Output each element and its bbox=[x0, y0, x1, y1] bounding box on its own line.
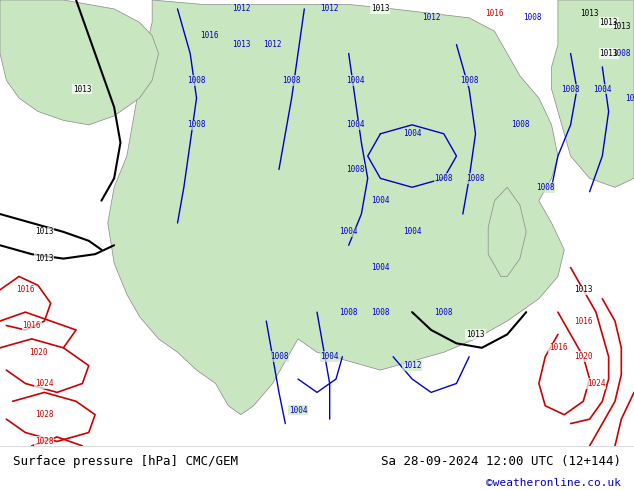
Text: 1004: 1004 bbox=[593, 85, 612, 94]
Text: 1013: 1013 bbox=[574, 285, 593, 294]
Text: 1008: 1008 bbox=[510, 121, 529, 129]
Text: 1008: 1008 bbox=[536, 183, 555, 192]
Text: 1016: 1016 bbox=[200, 31, 219, 40]
Text: 1008: 1008 bbox=[561, 85, 580, 94]
Text: 1024: 1024 bbox=[35, 379, 54, 388]
Text: 1008: 1008 bbox=[282, 76, 301, 85]
Text: 1016: 1016 bbox=[16, 285, 35, 294]
Text: 1028: 1028 bbox=[35, 410, 54, 419]
Text: Surface pressure [hPa] CMC/GEM: Surface pressure [hPa] CMC/GEM bbox=[13, 455, 238, 468]
Text: 1008: 1008 bbox=[523, 13, 542, 23]
Text: 1004: 1004 bbox=[288, 406, 307, 415]
Text: 1008: 1008 bbox=[187, 121, 206, 129]
Text: 1008: 1008 bbox=[460, 76, 479, 85]
Text: 1020: 1020 bbox=[574, 352, 593, 361]
Text: 1012: 1012 bbox=[320, 4, 339, 13]
Polygon shape bbox=[488, 187, 526, 276]
Text: 1013: 1013 bbox=[73, 85, 92, 94]
Text: 1016: 1016 bbox=[548, 343, 567, 352]
Text: 1008: 1008 bbox=[466, 174, 485, 183]
Text: 1008: 1008 bbox=[187, 76, 206, 85]
Text: Sa 28-09-2024 12:00 UTC (12+144): Sa 28-09-2024 12:00 UTC (12+144) bbox=[381, 455, 621, 468]
Polygon shape bbox=[552, 0, 634, 187]
Polygon shape bbox=[108, 0, 564, 415]
Text: 1008: 1008 bbox=[371, 308, 390, 317]
Text: 1013: 1013 bbox=[35, 227, 54, 236]
Text: 1013: 1013 bbox=[231, 40, 250, 49]
Text: 1008: 1008 bbox=[339, 308, 358, 317]
Text: 1013: 1013 bbox=[599, 49, 618, 58]
Text: 1004: 1004 bbox=[371, 263, 390, 272]
Text: 1008: 1008 bbox=[434, 308, 453, 317]
Text: 1004: 1004 bbox=[339, 227, 358, 236]
Text: 1016: 1016 bbox=[485, 9, 504, 18]
Text: 1008: 1008 bbox=[269, 352, 288, 361]
Text: 1016: 1016 bbox=[22, 321, 41, 330]
Text: 1004: 1004 bbox=[403, 227, 422, 236]
Text: 1008: 1008 bbox=[612, 49, 631, 58]
Text: 1004: 1004 bbox=[320, 352, 339, 361]
Text: 1012: 1012 bbox=[263, 40, 282, 49]
Text: 1012: 1012 bbox=[422, 13, 441, 23]
Text: 1008: 1008 bbox=[434, 174, 453, 183]
Text: 1013: 1013 bbox=[580, 9, 599, 18]
Text: 1004: 1004 bbox=[346, 76, 365, 85]
Text: 1028: 1028 bbox=[35, 437, 54, 446]
Text: 1004: 1004 bbox=[371, 196, 390, 205]
Text: 1013: 1013 bbox=[599, 18, 618, 27]
Text: 1020: 1020 bbox=[29, 348, 48, 357]
Text: 1012: 1012 bbox=[231, 4, 250, 13]
Text: 1013: 1013 bbox=[35, 254, 54, 263]
Text: 1024: 1024 bbox=[586, 379, 605, 388]
Text: 1013: 1013 bbox=[612, 22, 631, 31]
Polygon shape bbox=[0, 0, 158, 125]
Text: ©weatheronline.co.uk: ©weatheronline.co.uk bbox=[486, 478, 621, 489]
Text: 1013: 1013 bbox=[466, 330, 485, 339]
Text: 1004: 1004 bbox=[403, 129, 422, 138]
Text: 1012: 1012 bbox=[403, 361, 422, 370]
Text: 1016: 1016 bbox=[574, 317, 593, 325]
Text: 1008: 1008 bbox=[624, 94, 634, 102]
Text: 1004: 1004 bbox=[346, 121, 365, 129]
Text: 1013: 1013 bbox=[371, 4, 390, 13]
Text: 1008: 1008 bbox=[346, 165, 365, 174]
